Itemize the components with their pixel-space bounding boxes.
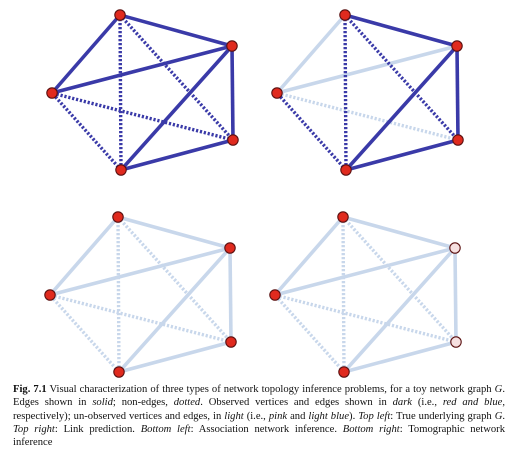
panel-top-right	[271, 9, 464, 176]
vertex-v1	[337, 211, 349, 223]
edge-v1-v2	[119, 13, 233, 48]
caption-top-left-term: Top left	[358, 410, 391, 422]
vertex-v5	[269, 289, 281, 301]
caption-bottom-right-term: Bottom right	[342, 423, 400, 435]
non-edge-v4-v5	[48, 293, 121, 374]
panel-top-left	[46, 9, 239, 176]
edge-v1-v5	[48, 215, 120, 297]
edge-v2-v4	[117, 246, 232, 374]
vertex-v1	[339, 9, 351, 21]
edge-v2-v4	[342, 246, 457, 374]
non-edge-v3-v5	[274, 293, 457, 344]
non-edge-v1-v3	[343, 13, 460, 142]
non-edge-v3-v5	[49, 293, 232, 344]
caption-solid-term: solid	[92, 397, 113, 409]
caption-text: : Link prediction.	[54, 423, 141, 435]
non-edge-v1-v4	[343, 14, 348, 171]
non-edge-v3-v5	[276, 91, 459, 142]
non-edge-v1-v3	[118, 13, 235, 142]
panel-bottom-left	[44, 211, 237, 378]
edge-v1-v5	[50, 13, 122, 95]
caption-dark-term: dark	[392, 397, 413, 409]
vertex-v4	[340, 164, 352, 176]
edge-v1-v2	[342, 215, 456, 250]
vertex-v4	[113, 366, 125, 378]
edge-v3-v4	[343, 340, 457, 374]
caption-text: ; non-edges,	[112, 397, 174, 409]
non-edge-v4-v5	[50, 91, 123, 172]
caption-text: : True underlying graph	[390, 410, 495, 422]
caption-top-right-term: Top right	[13, 423, 55, 435]
edge-v3-v4	[345, 138, 459, 172]
caption-light-term: light	[224, 410, 244, 422]
edge-v1-v5	[273, 215, 345, 297]
caption-text: .	[502, 410, 505, 422]
edge-v1-v5	[275, 13, 347, 95]
vertex-v5	[271, 87, 283, 99]
caption-dotted-term: dotted	[173, 397, 201, 409]
caption-text: . Observed vertices and edges shown in	[200, 397, 393, 409]
edge-v1-v2	[344, 13, 458, 48]
edge-v2-v5	[276, 44, 458, 95]
vertex-v4	[338, 366, 350, 378]
caption-graph-symbol: G	[494, 410, 503, 422]
vertex-v2	[224, 242, 236, 254]
vertex-v3	[450, 336, 462, 348]
vertex-v2	[226, 40, 238, 52]
non-edge-v1-v4	[341, 216, 346, 373]
edge-v2-v5	[51, 44, 233, 95]
non-edge-v4-v5	[275, 91, 348, 172]
caption-text: (i.e.,	[412, 397, 443, 409]
non-edge-v1-v3	[341, 215, 458, 344]
network-diagrams	[44, 9, 464, 378]
vertex-v4	[115, 164, 127, 176]
vertex-v2	[449, 242, 461, 254]
non-edge-v4-v5	[273, 293, 346, 374]
edge-v2-v3	[228, 247, 233, 343]
caption-text: : Association network inference.	[190, 423, 343, 435]
edge-v2-v5	[274, 246, 456, 297]
caption-text: . Edges shown in	[13, 384, 505, 409]
non-edge-v1-v4	[116, 216, 121, 373]
vertex-v2	[451, 40, 463, 52]
caption-graph-symbol: G	[494, 384, 503, 395]
edge-v2-v3	[453, 247, 458, 343]
vertex-v3	[227, 134, 239, 146]
caption-text: Visual characterization of three types o…	[46, 384, 495, 395]
vertex-v5	[44, 289, 56, 301]
vertex-v5	[46, 87, 58, 99]
edge-v1-v2	[117, 215, 231, 250]
edge-v2-v3	[230, 45, 235, 141]
vertex-v3	[225, 336, 237, 348]
vertex-v1	[112, 211, 124, 223]
vertex-v3	[452, 134, 464, 146]
edge-v2-v4	[119, 44, 234, 172]
caption-red-blue-term: red and blue	[442, 397, 503, 409]
caption-pink-term: pink	[268, 410, 288, 422]
edge-v2-v5	[49, 246, 231, 297]
caption-bottom-left-term: Bottom left	[140, 423, 191, 435]
panel-bottom-right	[269, 211, 462, 378]
caption-text: , respectively); un-observed vertices an…	[13, 397, 506, 422]
caption-text: ).	[349, 410, 359, 422]
vertex-v1	[114, 9, 126, 21]
non-edge-v1-v3	[116, 215, 233, 344]
caption-text: (i.e.,	[243, 410, 269, 422]
edge-v2-v4	[344, 44, 459, 172]
non-edge-v3-v5	[51, 91, 234, 142]
non-edge-v1-v4	[118, 14, 123, 171]
caption-text: and	[287, 410, 309, 422]
caption-light-blue-term: light blue	[308, 410, 350, 422]
edge-v2-v3	[455, 45, 460, 141]
caption-label: Fig. 7.1	[13, 384, 47, 395]
figure-caption: Fig. 7.1 Visual characterization of thre…	[13, 383, 505, 449]
caption-text: : Tomographic network inference	[13, 423, 506, 449]
edge-v3-v4	[120, 138, 234, 172]
edge-v3-v4	[118, 340, 232, 374]
